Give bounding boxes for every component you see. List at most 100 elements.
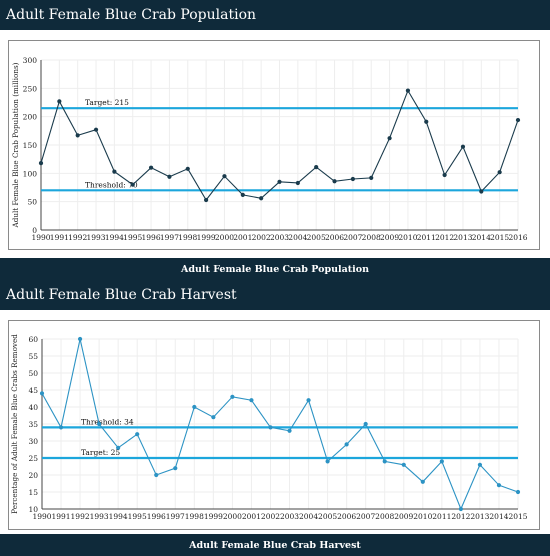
data-point — [369, 175, 374, 180]
x-tick-label: 1994 — [109, 512, 128, 521]
y-axis-label: Adult Female Blue Crab Population (milli… — [11, 62, 20, 228]
data-point — [211, 415, 216, 420]
harvest-footer-title: Adult Female Blue Crab Harvest — [189, 539, 361, 551]
data-point — [424, 119, 429, 124]
x-tick-label: 2013 — [470, 512, 489, 521]
data-point — [185, 166, 190, 171]
x-tick-label: 2015 — [508, 512, 527, 521]
data-point — [204, 197, 209, 203]
y-tick-label: 50 — [27, 198, 37, 207]
data-point — [344, 442, 349, 447]
harvest-panel: 10 15 20 25 30 35 40 45 50 55 60 1990 1991 1992 1993 19… — [0, 310, 550, 534]
x-tick-label: 2012 — [451, 512, 470, 521]
data-point — [332, 179, 337, 184]
population-header-title: Adult Female Blue Crab Population — [6, 7, 257, 23]
data-point — [58, 425, 64, 430]
x-tick-label: 1993 — [86, 233, 105, 242]
data-point — [39, 391, 45, 396]
x-tick-label: 2005 — [307, 233, 326, 242]
data-point — [477, 462, 483, 467]
x-tick-label: 2006 — [337, 512, 356, 521]
x-tick-label: 1993 — [90, 512, 109, 521]
x-tick-label: 2009 — [394, 512, 413, 521]
x-tick-label: 2007 — [356, 512, 375, 521]
x-tick-label: 2004 — [299, 512, 318, 521]
data-point — [277, 179, 282, 184]
data-point — [230, 394, 235, 399]
x-tick-label: 1991 — [50, 233, 69, 242]
y-tick-label: 30 — [28, 437, 38, 446]
y-tick-label: 60 — [28, 335, 38, 344]
y-tick-label: 100 — [23, 169, 38, 178]
x-tick-label: 2000 — [223, 512, 242, 521]
x-tick-label: 2002 — [252, 233, 271, 242]
x-tick-label: 2015 — [490, 233, 509, 242]
harvest-header: Adult Female Blue Crab Harvest — [0, 280, 550, 310]
data-point — [458, 506, 463, 512]
x-tick-label: 2003 — [280, 512, 299, 521]
y-tick-label: 200 — [23, 113, 38, 122]
x-tick-label: 2001 — [233, 233, 252, 242]
data-point — [442, 172, 447, 178]
data-point — [259, 196, 264, 201]
data-point — [93, 127, 99, 132]
data-point — [496, 483, 502, 488]
data-point — [112, 169, 117, 174]
x-tick-label: 2011 — [432, 512, 451, 521]
population-header: Adult Female Blue Crab Population — [0, 0, 550, 30]
x-tick-label: 1998 — [178, 233, 197, 242]
x-tick-label: 1995 — [128, 512, 147, 521]
data-point — [515, 117, 521, 123]
data-point — [192, 404, 197, 410]
data-point — [240, 192, 245, 197]
x-tick-label: 2014 — [489, 512, 508, 521]
x-tick-label: 2001 — [242, 512, 261, 521]
data-point — [350, 176, 355, 182]
data-point — [75, 133, 80, 138]
data-point — [295, 180, 300, 186]
y-axis-label: Percentage of Adult Female Blue Crabs Re… — [10, 334, 19, 514]
x-tick-label: 1992 — [71, 512, 90, 521]
x-tick-label: 2000 — [215, 233, 234, 242]
data-point — [154, 472, 159, 478]
x-tick-label: 1994 — [105, 233, 124, 242]
x-tick-label: 1995 — [123, 233, 142, 242]
y-tick-label: 15 — [28, 488, 38, 497]
y-tick-label: 10 — [28, 505, 38, 514]
y-tick-label: 25 — [28, 454, 38, 463]
y-tick-label: 250 — [23, 84, 38, 93]
x-tick-label: 1998 — [185, 512, 204, 521]
data-point — [268, 425, 273, 430]
y-tick-label: 55 — [28, 352, 38, 361]
x-tick-label: 1992 — [68, 233, 87, 242]
data-point — [173, 466, 178, 471]
data-point — [479, 189, 484, 194]
reference-line-label: Target: 25 — [81, 448, 120, 457]
reference-line-label: Threshold: 70 — [85, 180, 138, 189]
x-tick-label: 1997 — [160, 233, 179, 242]
x-tick-label: 2009 — [380, 233, 399, 242]
x-tick-label: 1991 — [51, 512, 70, 521]
data-point — [287, 428, 292, 433]
x-tick-label: 2012 — [435, 233, 454, 242]
reference-line-label: Target: 215 — [85, 98, 129, 107]
population-panel: 0 50 100 150 200 250 300 1990 1991 1992 1993 1994 19… — [0, 30, 550, 258]
data-point — [148, 165, 154, 170]
data-point — [382, 459, 387, 464]
x-tick-label: 2008 — [375, 512, 394, 521]
harvest-chart-frame: 10 15 20 25 30 35 40 45 50 55 60 1990 1991 1992 1993 19… — [8, 320, 540, 530]
x-tick-label: 1997 — [166, 512, 185, 521]
x-tick-label: 2010 — [413, 512, 432, 521]
y-tick-label: 45 — [28, 386, 38, 395]
x-tick-label: 2008 — [362, 233, 381, 242]
x-tick-label: 2002 — [261, 512, 280, 521]
x-tick-label: 1990 — [32, 512, 51, 521]
y-tick-label: 150 — [23, 141, 38, 150]
data-point — [167, 174, 172, 179]
y-tick-label: 40 — [28, 403, 38, 412]
data-point — [135, 432, 140, 437]
data-point — [116, 445, 121, 450]
data-point — [439, 459, 444, 464]
